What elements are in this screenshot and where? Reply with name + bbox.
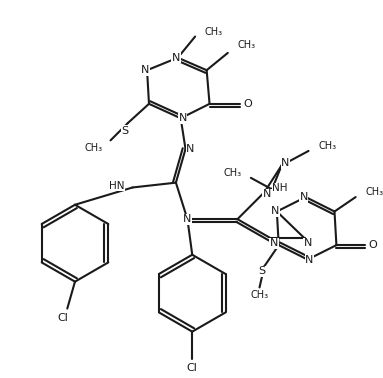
Text: Cl: Cl bbox=[57, 313, 68, 323]
Text: CH₃: CH₃ bbox=[250, 290, 268, 300]
Text: CH₃: CH₃ bbox=[365, 187, 383, 197]
Text: CH₃: CH₃ bbox=[237, 40, 255, 50]
Text: NH: NH bbox=[272, 183, 288, 194]
Text: CH₃: CH₃ bbox=[223, 168, 241, 178]
Text: S: S bbox=[258, 266, 265, 276]
Text: O: O bbox=[368, 240, 377, 250]
Text: Cl: Cl bbox=[187, 363, 198, 373]
Text: HN: HN bbox=[110, 181, 125, 191]
Text: N: N bbox=[263, 189, 272, 199]
Text: N: N bbox=[270, 238, 278, 248]
Text: CH₃: CH₃ bbox=[318, 141, 336, 151]
Text: N: N bbox=[303, 238, 312, 248]
Text: N: N bbox=[281, 158, 290, 169]
Text: N: N bbox=[271, 206, 279, 217]
Text: N: N bbox=[141, 65, 149, 75]
Text: O: O bbox=[244, 99, 252, 109]
Text: CH₃: CH₃ bbox=[205, 27, 223, 37]
Text: N: N bbox=[305, 254, 314, 265]
Text: S: S bbox=[121, 126, 129, 136]
Text: N: N bbox=[178, 113, 187, 123]
Text: CH₃: CH₃ bbox=[85, 143, 103, 153]
Text: N: N bbox=[300, 192, 308, 202]
Text: N: N bbox=[183, 214, 192, 224]
Text: N: N bbox=[186, 144, 195, 154]
Text: N: N bbox=[172, 53, 180, 63]
